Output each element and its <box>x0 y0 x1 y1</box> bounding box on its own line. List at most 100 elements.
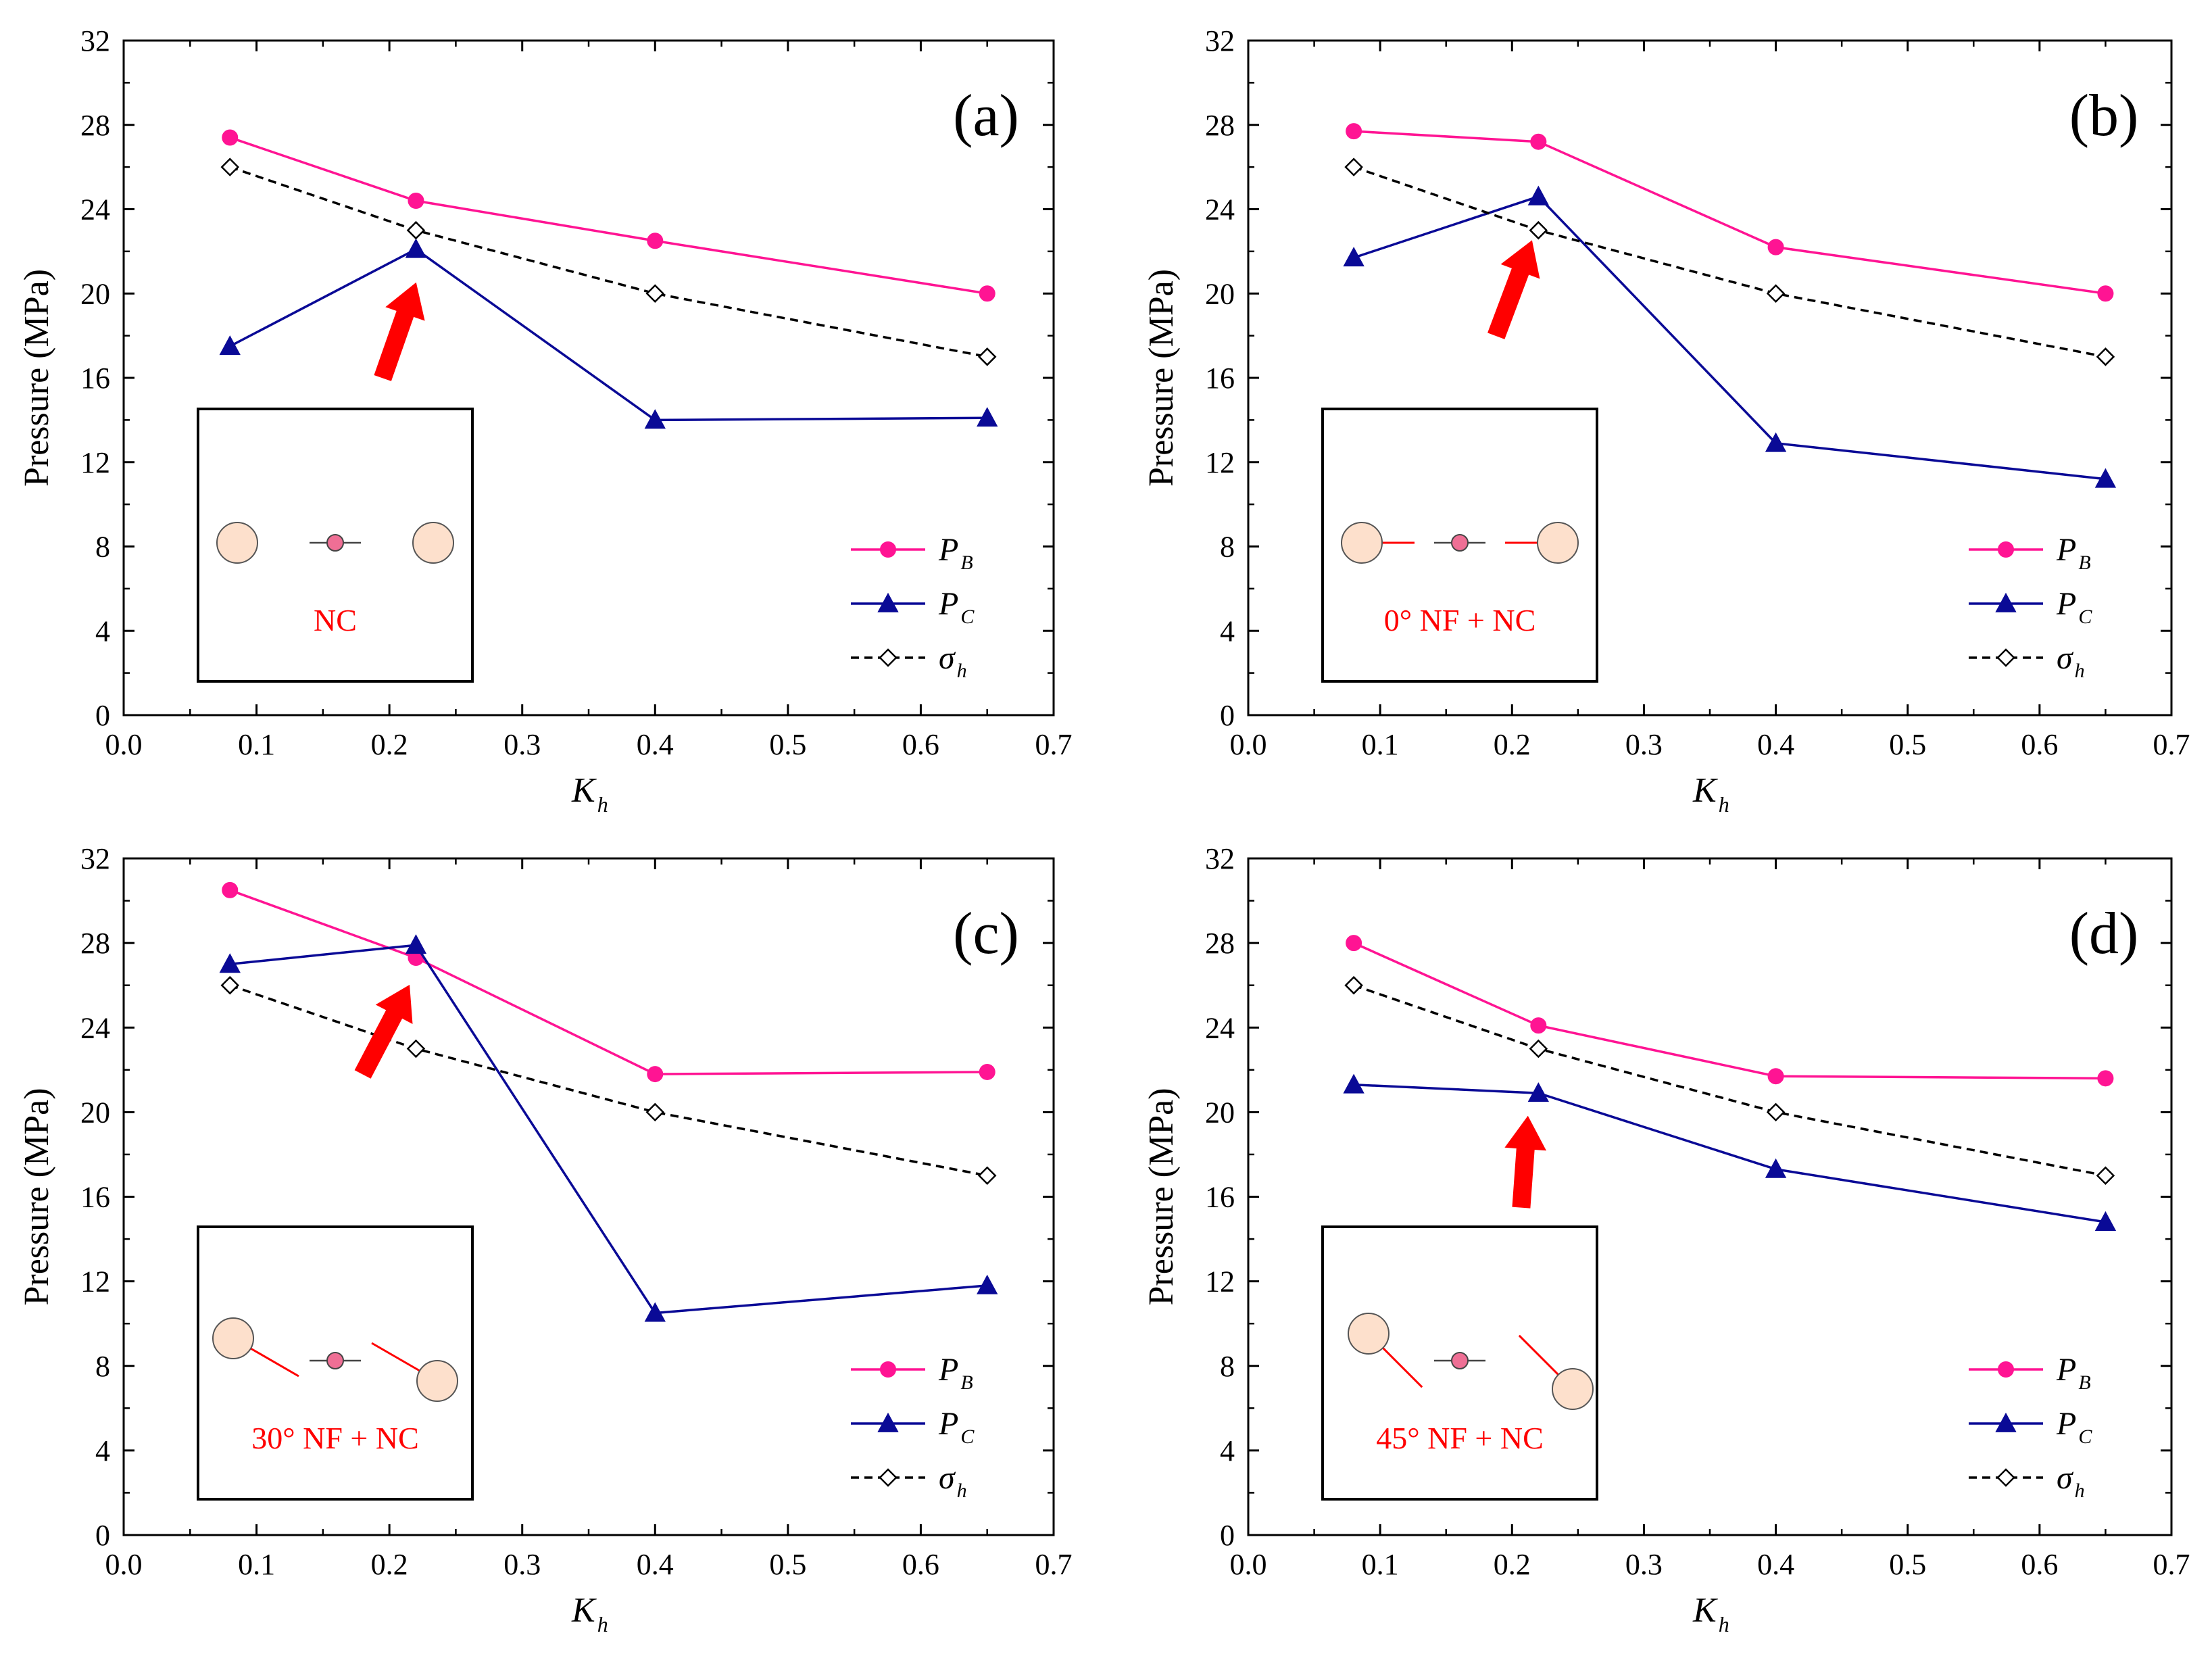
y-tick-label: 0 <box>1220 1519 1235 1552</box>
data-point-σh <box>220 975 240 995</box>
data-point-PB <box>1767 239 1784 256</box>
data-point-PC <box>405 934 427 954</box>
highlight-arrow <box>1504 1115 1547 1209</box>
legend-marker <box>1996 648 2015 667</box>
inset-label: 0° NF + NC <box>1384 603 1536 637</box>
x-tick-label: 0.2 <box>371 1548 408 1581</box>
data-point-PB <box>979 285 996 302</box>
data-point-PB <box>1767 1068 1784 1085</box>
x-tick-label: 0.6 <box>902 728 939 761</box>
legend-marker <box>1996 1468 2015 1487</box>
y-tick-label: 12 <box>80 446 110 479</box>
series-line-PB <box>229 889 987 1075</box>
y-tick-label: 24 <box>1205 1011 1235 1044</box>
legend-marker <box>877 592 899 612</box>
panel-label: (c) <box>953 901 1019 967</box>
wellbore-circle <box>216 522 258 564</box>
x-tick-label: 0.1 <box>238 1548 275 1581</box>
x-tick-label: 0.6 <box>902 1548 939 1581</box>
chart-panel-4: 0.0 0.1 0.2 0.3 0.4 0.5 0.6 0.7 0 4 8 12 16 20 24 28 32 P… <box>1142 842 2190 1636</box>
data-point-σh <box>645 1102 665 1122</box>
chart-panel-1: 0.0 0.1 0.2 0.3 0.4 0.5 0.6 0.7 0 4 8 12 16 20 24 28 32 P… <box>18 24 1073 817</box>
wellbore-circle <box>412 522 454 564</box>
legend-label-main: σ <box>939 1460 956 1496</box>
x-tick-label: 0.7 <box>1035 1548 1073 1581</box>
inset-label: 45° NF + NC <box>1376 1421 1544 1455</box>
data-point-PC <box>977 407 998 427</box>
series-line-PB <box>1353 942 2106 1080</box>
data-point-PB <box>222 129 239 146</box>
x-tick-label: 0.6 <box>2021 1548 2058 1581</box>
y-tick-label: 16 <box>80 362 110 395</box>
x-axis-label-main: K <box>1692 1591 1718 1630</box>
data-point-PB <box>2097 285 2114 302</box>
data-point-σh <box>1529 220 1548 240</box>
legend-label-main: P <box>938 1352 958 1388</box>
data-point-σh <box>2096 1166 2115 1185</box>
data-point-PB <box>222 881 239 898</box>
x-tick-label: 0.5 <box>1889 1548 1926 1581</box>
legend-label-sub: C <box>2078 1426 2092 1448</box>
wellbore-circle <box>212 1317 254 1359</box>
data-point-σh <box>977 1166 997 1185</box>
data-point-PB <box>979 1063 996 1080</box>
legend-label-sub: B <box>2078 1371 2090 1394</box>
y-tick-label: 20 <box>80 277 110 310</box>
data-point-PC <box>1765 432 1787 452</box>
x-tick-label: 0.1 <box>238 728 275 761</box>
data-point-σh <box>1344 975 1363 995</box>
inset-schematic: 0° NF + NC <box>1321 408 1598 683</box>
highlight-arrow <box>1488 240 1540 339</box>
x-tick-label: 0.0 <box>105 1548 143 1581</box>
y-tick-label: 28 <box>80 927 110 960</box>
y-tick-label: 8 <box>95 1350 110 1383</box>
legend-marker <box>877 1412 899 1432</box>
legend-marker <box>1995 592 2017 612</box>
x-axis-label: Kh <box>1692 771 1729 817</box>
x-tick-label: 0.7 <box>2153 728 2190 761</box>
y-tick-label: 24 <box>80 1011 110 1044</box>
x-tick-label: 0.7 <box>2153 1548 2190 1581</box>
y-tick-label: 16 <box>1205 362 1235 395</box>
wellbore-circle <box>416 1360 458 1402</box>
legend-label-sub: h <box>2075 660 2085 682</box>
x-tick-label: 0.2 <box>1494 728 1531 761</box>
y-tick-label: 32 <box>1205 24 1235 57</box>
y-tick-label: 12 <box>80 1265 110 1298</box>
x-axis-label: Kh <box>571 1591 608 1636</box>
data-point-PB <box>1530 133 1547 150</box>
y-axis-label: Pressure (MPa) <box>18 1088 56 1305</box>
y-axis-label: Pressure (MPa) <box>1142 1088 1181 1305</box>
data-point-PC <box>644 409 666 429</box>
legend-label-sub: h <box>957 660 967 682</box>
legend-marker <box>1998 541 2014 558</box>
wellbore-circle <box>1341 522 1383 564</box>
data-point-PC <box>2094 1211 2117 1231</box>
series-line-PC <box>230 944 987 1315</box>
x-axis-label-sub: h <box>597 792 608 817</box>
y-tick-label: 32 <box>1205 842 1235 875</box>
legend-label-sub: C <box>960 606 975 628</box>
legend-label-main: P <box>2056 1406 2076 1442</box>
x-tick-label: 0.0 <box>1230 728 1267 761</box>
highlight-arrow <box>354 984 413 1079</box>
data-point-PB <box>1530 1017 1547 1034</box>
data-point-PB <box>1346 123 1362 140</box>
x-tick-label: 0.1 <box>1362 728 1399 761</box>
legend-label-main: σ <box>939 640 956 676</box>
x-axis-label: Kh <box>571 771 608 817</box>
data-point-PB <box>647 233 664 249</box>
series-line-σh <box>229 166 988 358</box>
x-tick-label: 0.5 <box>769 728 806 761</box>
x-axis-label-main: K <box>571 771 597 810</box>
natural-fracture-line <box>1382 1347 1423 1388</box>
